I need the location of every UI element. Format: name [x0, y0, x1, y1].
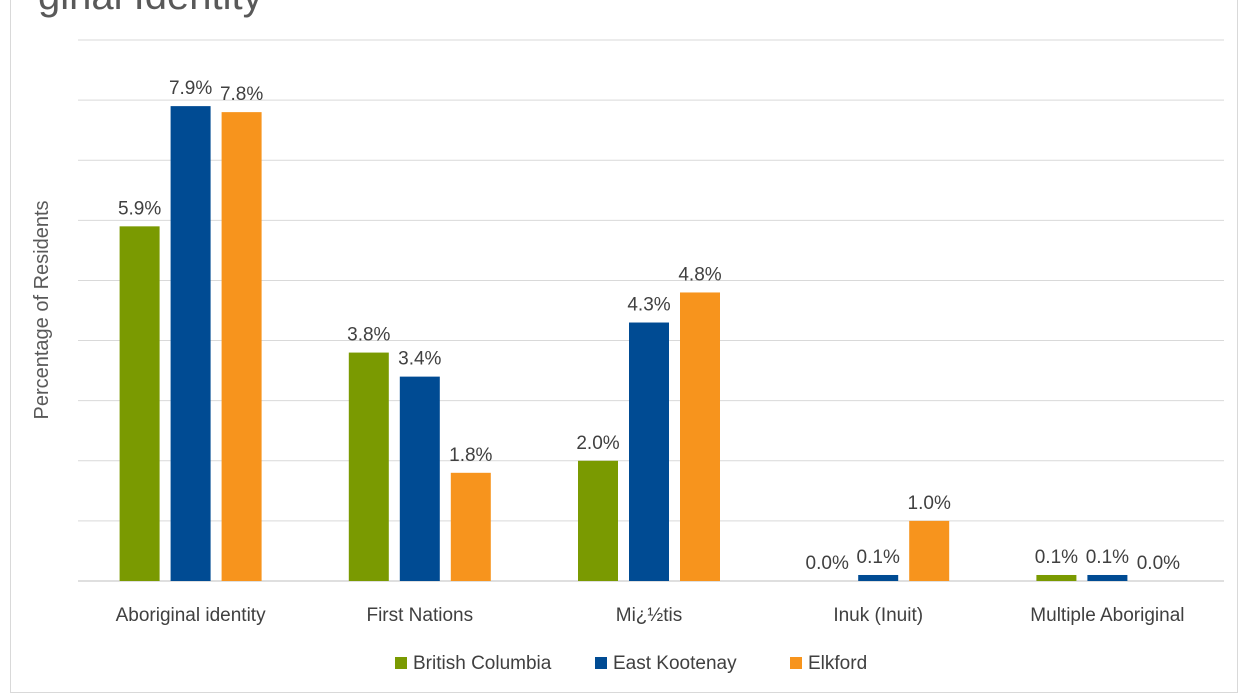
legend-label-elkford: Elkford [808, 653, 867, 674]
bar-east-kootenay-3 [858, 574, 899, 581]
data-label: 7.8% [220, 84, 263, 105]
x-tick-labels-group: Aboriginal identity First Nations Mi¿½tis I… [116, 605, 1185, 626]
bar-british-columbia-1 [348, 352, 389, 581]
data-label: 4.3% [627, 295, 670, 316]
bar-east-kootenay-4 [1087, 574, 1128, 581]
bar-elkford-3 [909, 520, 950, 581]
bar-british-columbia-0 [119, 226, 160, 581]
data-label: 3.4% [398, 349, 441, 370]
data-label: 0.1% [1086, 547, 1129, 568]
data-label: 4.8% [678, 264, 721, 285]
bar-british-columbia-2 [578, 460, 618, 581]
legend-label-east-kootenay: East Kootenay [613, 653, 737, 674]
data-label: 0.0% [1137, 553, 1180, 574]
bar-east-kootenay-2 [629, 322, 669, 581]
data-label: 0.0% [806, 553, 849, 574]
data-label: 1.0% [908, 493, 951, 514]
bars-group [119, 106, 1128, 581]
bar-east-kootenay-1 [399, 376, 440, 581]
bar-elkford-1 [450, 472, 491, 581]
bar-british-columbia-4 [1036, 574, 1077, 581]
bar-east-kootenay-0 [170, 106, 211, 581]
legend-swatch-elkford [790, 657, 802, 669]
legend: British Columbia East Kootenay Elkford [395, 653, 867, 674]
data-label: 3.8% [347, 325, 390, 346]
chart-title: ginal Identity [38, 0, 263, 19]
data-labels-group: 5.9% 7.9% 7.8% 3.8% 3.4% 1.8% 2.0% 4.3% 4.8% 0.0%… [118, 78, 1180, 574]
x-tick-label: Aboriginal identity [116, 605, 266, 626]
legend-swatch-british-columbia [395, 657, 407, 669]
data-label: 0.1% [1035, 547, 1078, 568]
bar-elkford-2 [680, 292, 720, 581]
data-label: 2.0% [576, 433, 619, 454]
data-label: 1.8% [449, 445, 492, 466]
data-label: 5.9% [118, 198, 161, 219]
x-tick-label: Multiple Aboriginal [1030, 605, 1184, 626]
legend-swatch-east-kootenay [595, 657, 607, 669]
legend-label-british-columbia: British Columbia [413, 653, 552, 674]
data-label: 0.1% [857, 547, 900, 568]
x-tick-label: First Nations [366, 605, 473, 626]
data-label: 7.9% [169, 78, 212, 99]
x-tick-label: Inuk (Inuit) [833, 605, 923, 626]
x-tick-label: Mi¿½tis [616, 605, 683, 626]
y-axis-title: Percentage of Residents [31, 200, 53, 419]
bar-elkford-0 [221, 112, 262, 581]
chart-frame [10, 0, 1238, 693]
